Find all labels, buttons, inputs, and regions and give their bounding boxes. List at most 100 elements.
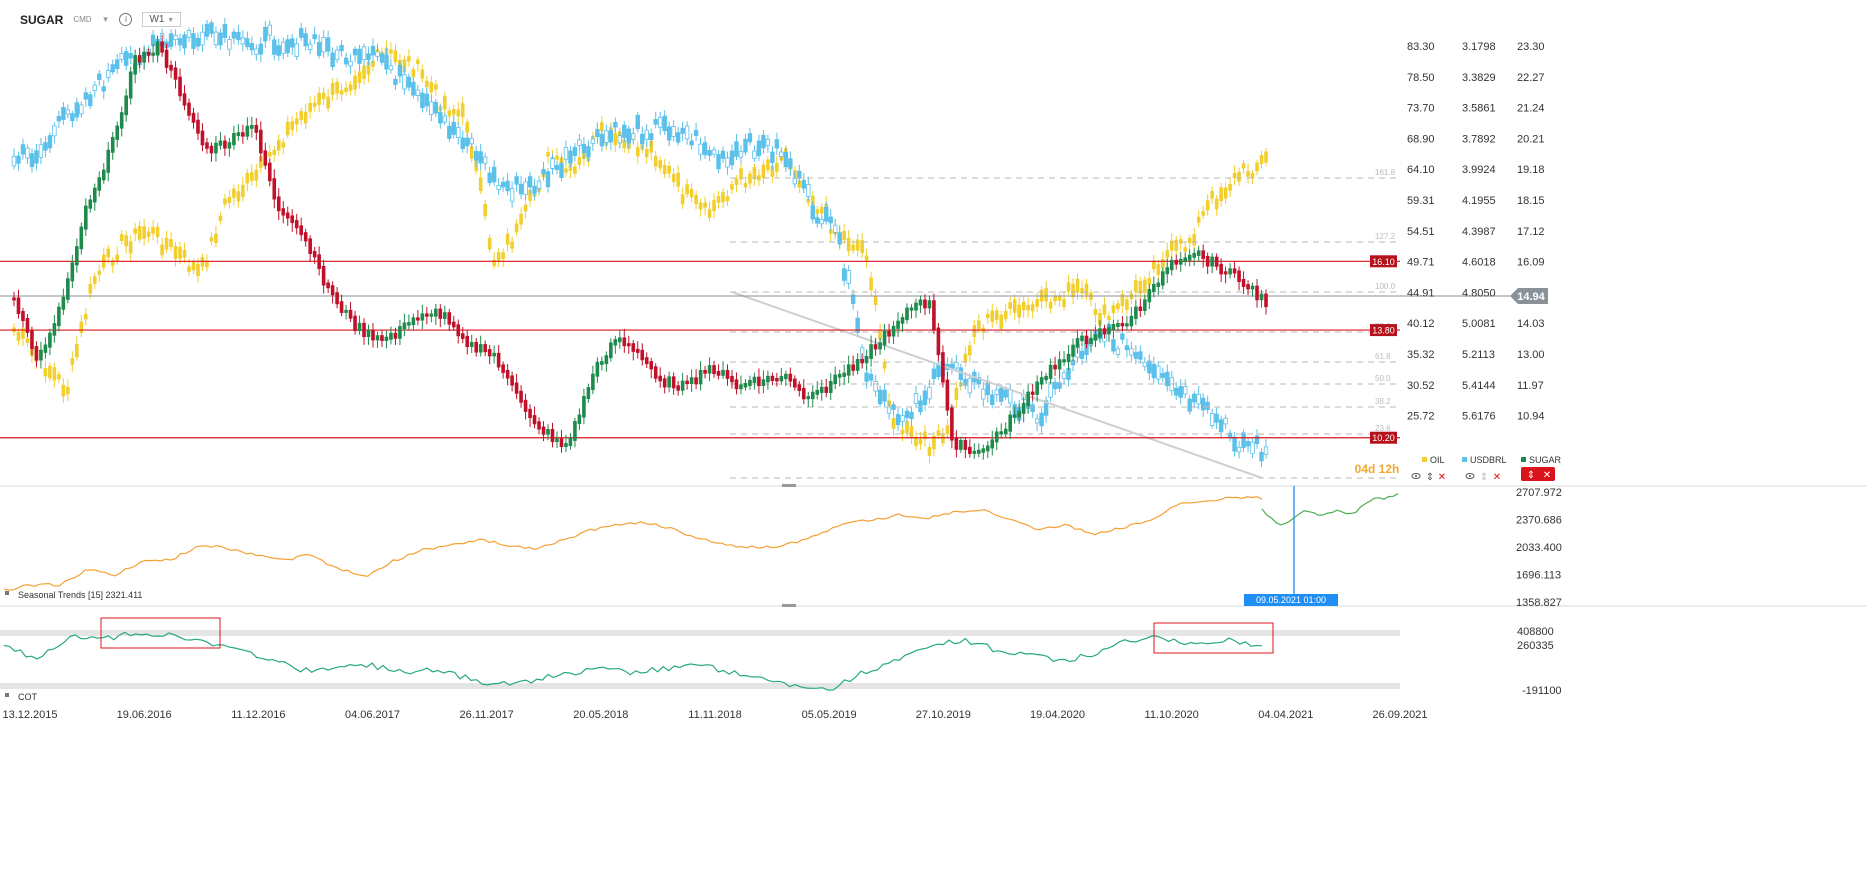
- close-icon[interactable]: ✕: [1543, 470, 1551, 481]
- oil-candle: [1264, 151, 1268, 163]
- oil-candle: [1255, 162, 1259, 172]
- x-axis-label: 26.09.2021: [1372, 709, 1427, 721]
- oil-candle: [366, 61, 371, 75]
- close-icon[interactable]: ✕: [1438, 472, 1446, 483]
- sugar-candle: [914, 302, 918, 311]
- fib-label: 127.2: [1375, 232, 1396, 241]
- usdbrl-candle: [487, 172, 492, 184]
- sugar-candle: [1089, 337, 1093, 345]
- usdbrl-candle: [298, 28, 304, 38]
- eye-icon[interactable]: [1465, 473, 1475, 479]
- reorder-icon[interactable]: ⇕: [1527, 470, 1535, 481]
- sugar-candle: [43, 344, 48, 353]
- sugar-candle: [846, 364, 851, 376]
- trend-line[interactable]: [731, 291, 1263, 479]
- sugar-candle: [294, 220, 299, 229]
- oil-candle: [828, 229, 833, 234]
- highlight-box[interactable]: [100, 617, 221, 649]
- oil-candle: [994, 310, 999, 320]
- sugar-candle: [591, 373, 595, 391]
- sugar-candle: [1259, 293, 1264, 301]
- sugar-candle: [1120, 323, 1125, 327]
- level-badge[interactable]: [1370, 255, 1397, 268]
- oil-candle: [43, 368, 48, 377]
- usdbrl-candle: [1057, 382, 1062, 389]
- sugar-candle: [196, 119, 200, 134]
- sugar-candle: [761, 379, 766, 386]
- fib-label: 38.2: [1375, 397, 1391, 406]
- sugar-candle: [465, 335, 470, 348]
- oil-candle: [478, 177, 483, 192]
- sugar-candle: [160, 41, 164, 53]
- usdbrl-candle: [195, 37, 201, 47]
- panel-menu-icon[interactable]: [5, 693, 9, 697]
- sugar-candle: [505, 369, 510, 379]
- oil-candle: [241, 184, 245, 198]
- crosshair-date-badge: [1244, 594, 1338, 606]
- level-badge[interactable]: [1370, 431, 1397, 444]
- usdbrl-candle: [92, 84, 97, 91]
- sugar-candle: [1084, 335, 1089, 345]
- oil-candle: [281, 142, 286, 148]
- sugar-candle: [119, 112, 124, 129]
- close-icon[interactable]: ✕: [1493, 472, 1501, 483]
- reorder-icon[interactable]: ⇕: [1480, 472, 1488, 483]
- oil-candle: [344, 87, 348, 92]
- symbol-label[interactable]: SUGAR: [20, 12, 64, 27]
- usdbrl-candle: [177, 38, 183, 46]
- usdbrl-candle: [999, 387, 1004, 402]
- oil-candle: [1125, 299, 1129, 310]
- panel-resize-handle[interactable]: [782, 484, 796, 487]
- panel-resize-handle[interactable]: [782, 604, 796, 607]
- usdbrl-candle: [348, 61, 353, 67]
- timeframe-select[interactable]: W1 ▼: [142, 12, 182, 27]
- legend-item-label[interactable]: OIL: [1430, 455, 1445, 465]
- sugar-candle: [106, 149, 111, 173]
- highlight-box[interactable]: [1153, 622, 1274, 654]
- reorder-icon[interactable]: ⇕: [1426, 472, 1434, 483]
- oil-candle: [694, 194, 698, 205]
- legend-item-label[interactable]: SUGAR: [1529, 455, 1562, 465]
- level-badge[interactable]: [1370, 324, 1397, 337]
- sugar-candle: [855, 358, 860, 371]
- oil-candle: [725, 196, 730, 202]
- usdbrl-candle: [465, 137, 470, 147]
- sugar-candle: [618, 337, 622, 343]
- info-icon[interactable]: i: [119, 13, 133, 26]
- sugar-candle: [604, 355, 609, 365]
- usdbrl-candle: [361, 46, 367, 61]
- usdbrl-candle: [927, 386, 932, 400]
- usdbrl-candle: [1160, 372, 1165, 378]
- oil-candle: [106, 248, 111, 258]
- panel-menu-icon[interactable]: [5, 591, 9, 595]
- usdbrl-candle: [236, 32, 241, 40]
- sugar-candle: [1246, 284, 1250, 290]
- usdbrl-candle: [608, 130, 614, 143]
- oil-candle: [330, 82, 335, 95]
- sugar-candle: [900, 317, 905, 324]
- x-axis-label: 11.11.2018: [688, 709, 741, 721]
- usdbrl-candle: [635, 114, 640, 130]
- usdbrl-candle: [1052, 381, 1058, 390]
- sugar-candle: [492, 352, 496, 357]
- chart-header: SUGAR CMD ▼ i W1 ▼: [20, 12, 182, 27]
- sugar-candle: [92, 187, 97, 203]
- oil-candle: [389, 49, 393, 54]
- sugar-controls-box[interactable]: [1521, 467, 1555, 481]
- legend-item-label[interactable]: USDBRL: [1470, 455, 1507, 465]
- sugar-candle: [1048, 364, 1053, 379]
- sugar-candle: [425, 313, 429, 317]
- oil-candle: [465, 121, 470, 133]
- usdbrl-candle: [1205, 401, 1210, 410]
- oil-candle: [1026, 304, 1030, 311]
- chevron-down-icon[interactable]: ▼: [101, 15, 110, 24]
- eye-icon[interactable]: [1411, 473, 1421, 479]
- usdbrl-candle: [936, 364, 941, 378]
- oil-candle: [308, 102, 312, 112]
- sugar-candle: [1017, 410, 1021, 418]
- oil-candle: [1187, 237, 1192, 244]
- usdbrl-candle: [806, 184, 811, 197]
- usdbrl-candle: [231, 31, 237, 39]
